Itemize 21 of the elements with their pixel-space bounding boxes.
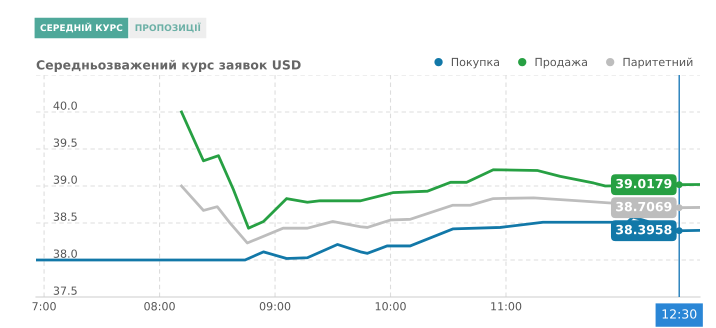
data-label: 39.0179: [616, 178, 672, 188]
data-label: 38.3958: [616, 224, 672, 234]
x-tick-label: 7:00: [32, 302, 56, 310]
y-tick-label: 40.0: [53, 101, 77, 110]
x-tick-label: 08:00: [144, 302, 175, 310]
y-tick-label: 39.5: [54, 138, 77, 147]
data-label: 38.7069: [616, 202, 672, 212]
x-tick-label: 10:00: [376, 302, 406, 310]
chart-title: Середньозважений курс заявок USD: [36, 60, 301, 72]
legend-label: Паритетний: [624, 58, 692, 68]
x-tick-label: 09:00: [260, 302, 290, 310]
y-tick-label: 38.0: [54, 249, 77, 258]
x-tick-label: 11:00: [491, 302, 522, 310]
y-tick-label: 37.5: [54, 286, 77, 295]
text: СЕРЕДНІЙ КУРС: [40, 22, 122, 32]
legend-label: Продажа: [536, 58, 587, 68]
text: ПРОПОЗИЦІЇ: [136, 22, 201, 32]
y-tick-label: 38.5: [54, 212, 77, 221]
legend-label: Покупка: [452, 58, 499, 68]
ref-line-label: 12:30: [662, 309, 696, 319]
y-tick-label: 39.0: [54, 175, 77, 184]
